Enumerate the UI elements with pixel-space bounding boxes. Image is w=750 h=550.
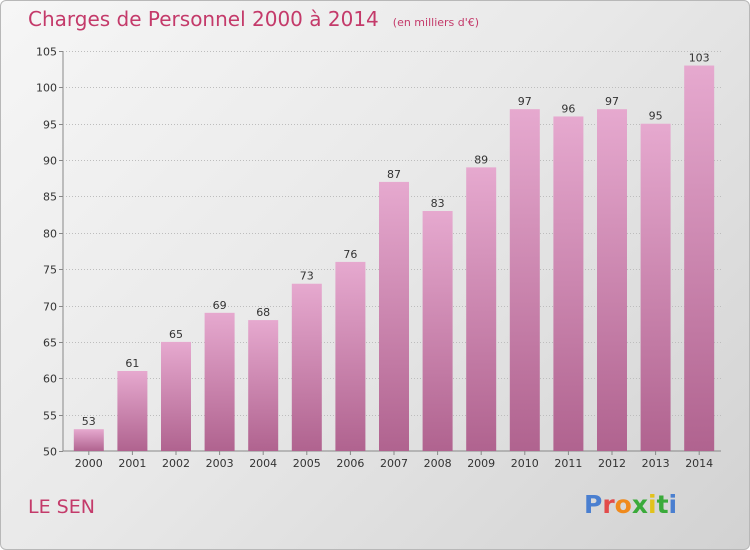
y-tick-label: 85: [43, 191, 57, 204]
data-label: 76: [343, 248, 357, 261]
y-tick-label: 95: [43, 119, 57, 132]
y-tick-label: 75: [43, 264, 57, 277]
bar: [684, 65, 715, 451]
bar: [73, 429, 104, 451]
data-label: 65: [169, 328, 183, 341]
bar-layer: [73, 65, 715, 452]
chart-title: Charges de Personnel 2000 à 2014 (en mill…: [28, 7, 479, 31]
logo-letter: t: [656, 490, 669, 519]
x-tick-label: 2012: [598, 457, 626, 470]
x-tick-label: 2006: [336, 457, 364, 470]
data-label: 83: [431, 197, 445, 210]
logo-letter: x: [631, 490, 648, 519]
label-layer: 50 55 60 65 70 75 80 85 90 95 100 105 53 2000 61 2001 65…: [36, 46, 713, 471]
data-label: 69: [213, 299, 227, 312]
x-tick-label: 2007: [380, 457, 408, 470]
x-tick-label: 2011: [554, 457, 582, 470]
data-label: 97: [518, 95, 532, 108]
x-tick-label: 2003: [206, 457, 234, 470]
logo-letter: P: [584, 490, 603, 519]
data-label: 96: [561, 102, 575, 115]
x-tick-label: 2013: [642, 457, 670, 470]
bar: [204, 312, 235, 451]
logo-letter: i: [648, 490, 657, 519]
bar: [553, 116, 584, 452]
chart-title-text: Charges de Personnel 2000 à 2014: [28, 7, 379, 31]
bar: [597, 109, 627, 451]
y-tick-label: 55: [43, 410, 57, 423]
y-tick-label: 70: [43, 301, 57, 314]
x-tick-label: 2010: [511, 457, 539, 470]
bar: [161, 341, 191, 451]
y-tick-label: 50: [43, 446, 57, 459]
y-tick-label: 105: [36, 46, 57, 59]
bar: [466, 167, 497, 451]
y-tick-label: 80: [43, 228, 57, 241]
logo-letter: r: [602, 490, 615, 519]
bar: [248, 320, 279, 451]
data-label: 103: [689, 52, 710, 65]
bar: [422, 211, 453, 451]
data-label: 61: [125, 357, 139, 370]
x-tick-label: 2008: [424, 457, 452, 470]
data-label: 73: [300, 270, 314, 283]
y-tick-label: 100: [36, 82, 57, 95]
bar: [379, 181, 409, 451]
proxiti-logo: Proxiti: [584, 490, 677, 519]
data-label: 95: [649, 110, 663, 123]
data-label: 89: [474, 153, 488, 166]
commune-name: LE SEN: [28, 496, 95, 518]
bar: [291, 283, 322, 451]
data-label: 97: [605, 95, 619, 108]
y-tick-label: 90: [43, 155, 57, 168]
bar: [509, 109, 540, 451]
x-tick-label: 2009: [467, 457, 495, 470]
x-tick-label: 2014: [685, 457, 713, 470]
data-label: 87: [387, 168, 401, 181]
x-tick-label: 2005: [293, 457, 321, 470]
bar: [335, 261, 366, 451]
data-label: 53: [82, 415, 96, 428]
logo-letter: o: [614, 490, 632, 519]
bar: [117, 371, 148, 451]
chart-unit: (en milliers d'€): [392, 16, 480, 29]
x-tick-label: 2000: [75, 457, 103, 470]
y-tick-label: 60: [43, 373, 57, 386]
x-tick-label: 2001: [118, 457, 146, 470]
bar: [640, 123, 671, 452]
x-tick-label: 2002: [162, 457, 190, 470]
x-tick-label: 2004: [249, 457, 277, 470]
logo-letter: i: [668, 490, 678, 519]
data-label: 68: [256, 306, 270, 319]
y-tick-label: 65: [43, 337, 57, 350]
